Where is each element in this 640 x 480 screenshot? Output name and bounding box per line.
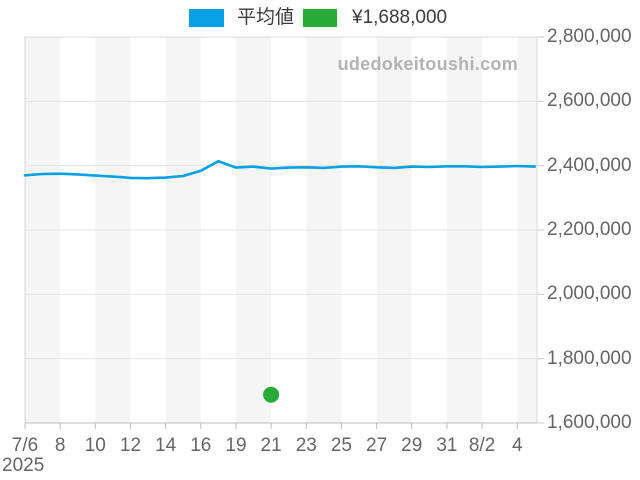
legend-label-average[interactable]: 平均値	[237, 7, 295, 28]
average-price-line[interactable]	[23, 159, 537, 180]
sale-price-point[interactable]	[263, 386, 280, 403]
sale-point-swatch-icon[interactable]	[303, 9, 337, 27]
average-series-swatch-icon[interactable]	[189, 9, 224, 27]
legend-label-sale-price[interactable]: ¥1,688,000	[352, 7, 448, 28]
watermark: udedokeitoushi.com	[337, 54, 518, 74]
x-axis-year-label: 2025	[2, 455, 45, 476]
